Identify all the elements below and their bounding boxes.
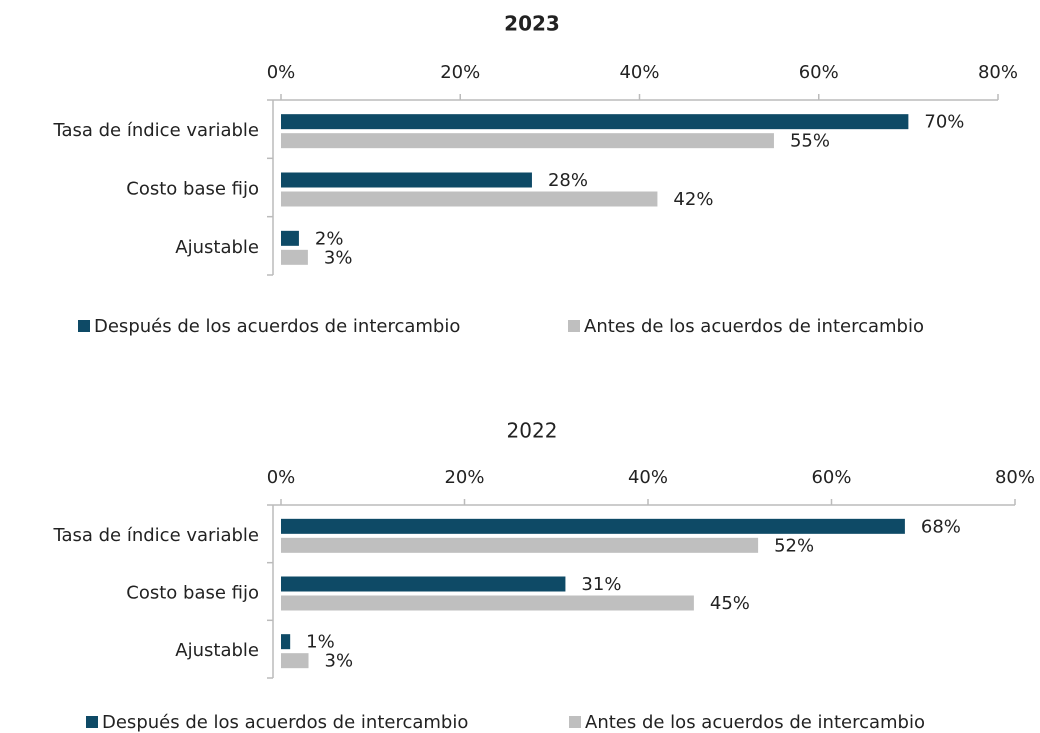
value-label: 1% (306, 632, 335, 653)
bar (281, 653, 309, 669)
x-tick-label: 60% (811, 467, 851, 488)
value-label: 68% (921, 516, 961, 537)
bar (281, 133, 774, 149)
legend-swatch (86, 716, 98, 728)
value-label: 42% (673, 189, 713, 210)
value-label: 2% (315, 228, 344, 249)
bar (281, 595, 694, 611)
y-tick-label: Ajustable (175, 237, 259, 258)
chart-title: 2023 (504, 12, 560, 36)
value-label: 31% (581, 574, 621, 595)
legend-swatch (78, 320, 90, 332)
legend-label: Después de los acuerdos de intercambio (94, 316, 460, 337)
x-tick-label: 80% (978, 62, 1018, 83)
x-tick-label: 0% (267, 467, 296, 488)
bar (281, 537, 759, 553)
x-tick-label: 20% (440, 62, 480, 83)
value-label: 52% (774, 535, 814, 556)
value-label: 3% (324, 247, 353, 268)
bar (281, 518, 905, 534)
x-tick-label: 40% (619, 62, 659, 83)
legend-swatch (569, 716, 581, 728)
legend-label: Antes de los acuerdos de intercambio (585, 712, 925, 733)
bar (281, 172, 532, 188)
legend-swatch (568, 320, 580, 332)
value-label: 70% (924, 112, 964, 133)
y-tick-label: Costo base fijo (126, 179, 259, 200)
y-tick-label: Tasa de índice variable (52, 120, 259, 141)
value-label: 45% (710, 593, 750, 614)
x-tick-label: 40% (628, 467, 668, 488)
x-tick-label: 20% (444, 467, 484, 488)
bar (281, 634, 291, 650)
value-label: 3% (325, 651, 354, 672)
y-tick-label: Costo base fijo (126, 583, 259, 604)
bar (281, 249, 308, 265)
bar (281, 230, 299, 246)
value-label: 55% (790, 131, 830, 152)
bar (281, 114, 909, 130)
value-label: 28% (548, 170, 588, 191)
x-tick-label: 60% (799, 62, 839, 83)
y-tick-label: Ajustable (175, 640, 259, 661)
y-tick-label: Tasa de índice variable (52, 525, 259, 546)
bar (281, 576, 566, 592)
chart-title: 2022 (507, 419, 558, 443)
bar (281, 191, 658, 207)
legend-label: Después de los acuerdos de intercambio (102, 712, 468, 733)
x-tick-label: 80% (995, 467, 1035, 488)
x-tick-label: 0% (267, 62, 296, 83)
legend-label: Antes de los acuerdos de intercambio (584, 316, 924, 337)
